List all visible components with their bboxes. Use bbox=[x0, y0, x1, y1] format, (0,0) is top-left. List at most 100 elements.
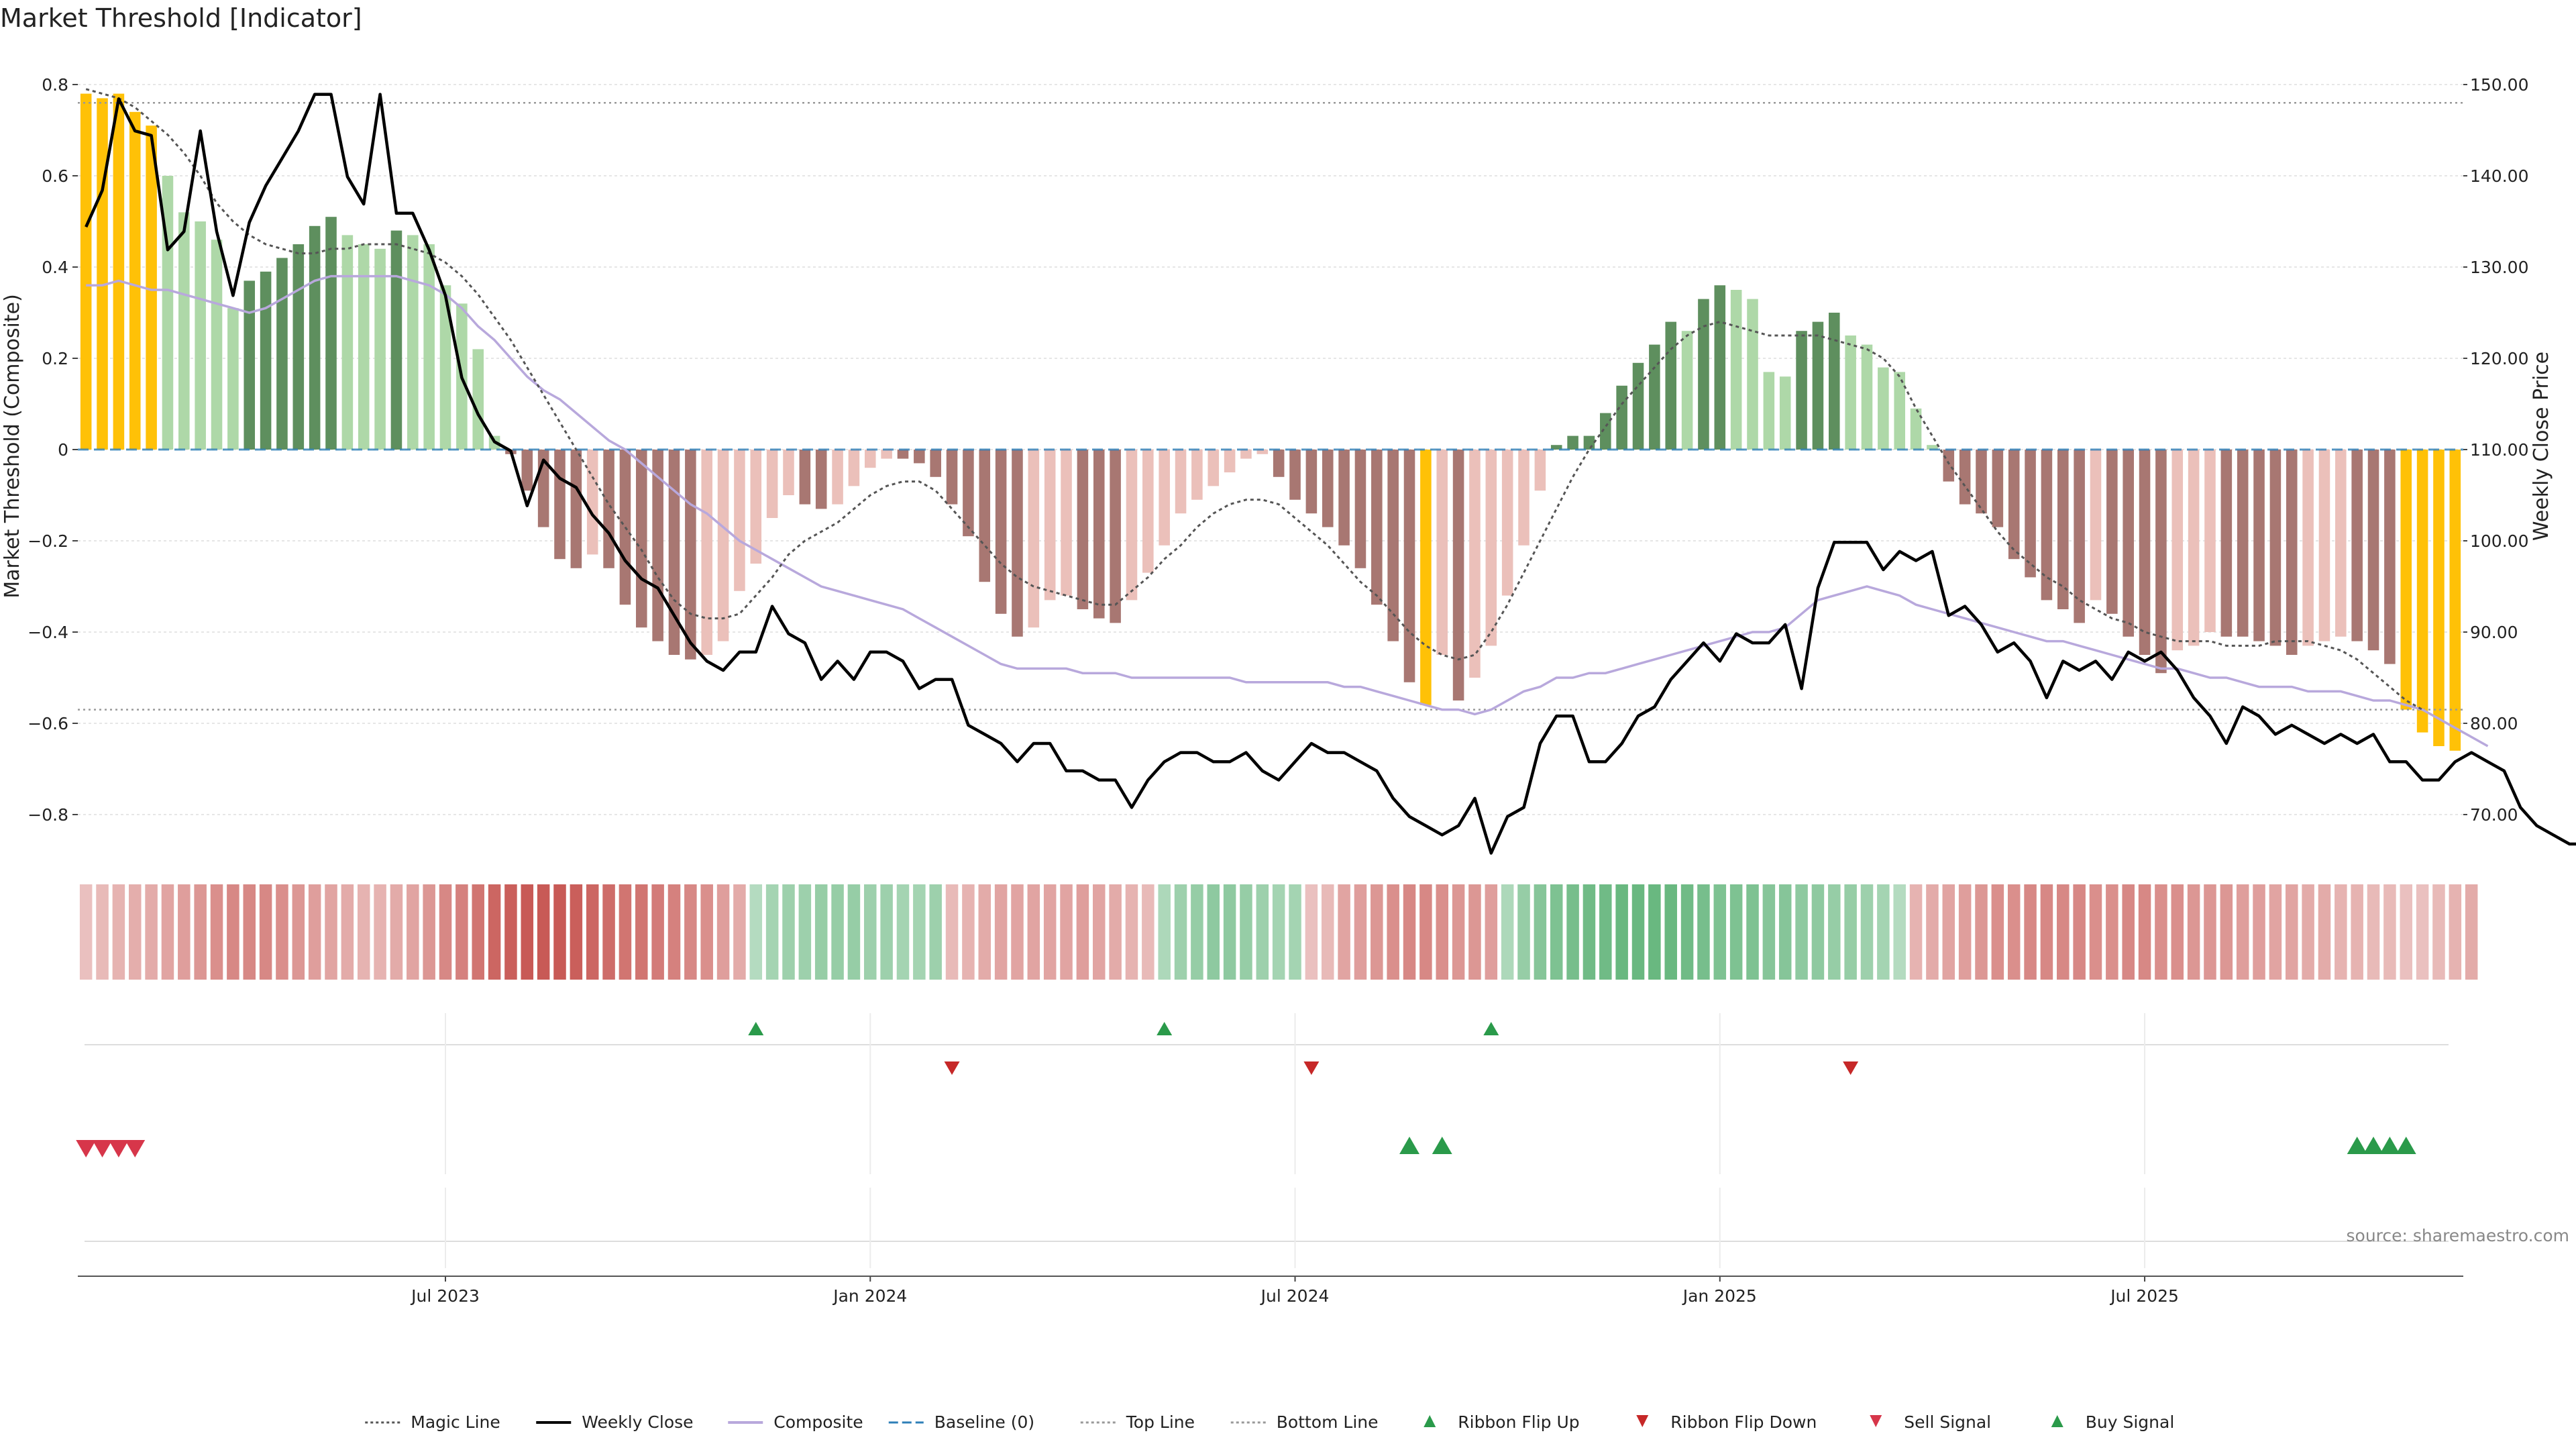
y2-tick-label: 120.00 bbox=[2470, 349, 2528, 368]
ribbon-flip-up-marker bbox=[1157, 1022, 1173, 1035]
threshold-bar bbox=[162, 176, 174, 450]
ribbon-cell bbox=[1795, 884, 1808, 980]
ribbon-cell bbox=[2236, 884, 2249, 980]
threshold-bar bbox=[2416, 450, 2428, 733]
ribbon-cell bbox=[2106, 884, 2118, 980]
weekly-close-line bbox=[85, 93, 2576, 855]
threshold-bar bbox=[1240, 450, 1252, 459]
threshold-bar bbox=[1878, 367, 1889, 450]
ribbon-cell bbox=[1191, 884, 1203, 980]
ribbon-cell bbox=[831, 884, 844, 980]
buy-signal-marker bbox=[2396, 1137, 2416, 1154]
ribbon-cell bbox=[178, 884, 191, 980]
threshold-bar bbox=[1894, 372, 1905, 450]
ribbon-cell bbox=[2155, 884, 2167, 980]
threshold-bar bbox=[178, 212, 190, 450]
ribbon-cell bbox=[1452, 884, 1465, 980]
ribbon-cell bbox=[2204, 884, 2216, 980]
y-tick-label: −0.8 bbox=[28, 805, 68, 825]
ribbon-cell bbox=[1468, 884, 1481, 980]
threshold-bar bbox=[995, 450, 1007, 614]
y2-axis-title: Weekly Close Price bbox=[2530, 352, 2553, 541]
threshold-bar bbox=[2106, 450, 2118, 614]
legend-item: Weekly Close bbox=[536, 1412, 694, 1432]
ribbon-flip-up-marker bbox=[1483, 1022, 1499, 1035]
threshold-bar bbox=[2204, 450, 2216, 632]
threshold-bar bbox=[80, 93, 92, 450]
threshold-bar bbox=[2171, 450, 2184, 651]
legend-item: Ribbon Flip Up bbox=[1424, 1412, 1580, 1432]
threshold-bar bbox=[1436, 450, 1448, 655]
threshold-bar bbox=[2269, 450, 2282, 646]
threshold-bar bbox=[2302, 450, 2314, 646]
threshold-bar bbox=[1256, 450, 1269, 454]
threshold-bar bbox=[2384, 450, 2396, 664]
legend-label: Sell Signal bbox=[1904, 1412, 1991, 1432]
ribbon-cell bbox=[1844, 884, 1857, 980]
ribbon-cell bbox=[765, 884, 779, 980]
threshold-bar bbox=[2188, 450, 2200, 646]
ribbon-cell bbox=[684, 884, 697, 980]
ribbon-cell bbox=[1860, 884, 1874, 980]
ribbon-cell bbox=[651, 884, 664, 980]
threshold-bar bbox=[439, 285, 451, 450]
x-tick-label: Jan 2024 bbox=[832, 1286, 907, 1306]
threshold-bar bbox=[374, 248, 386, 450]
legend-swatch bbox=[1870, 1415, 1882, 1427]
ribbon-cell bbox=[1158, 884, 1171, 980]
x-tick-label: Jan 2025 bbox=[1682, 1286, 1757, 1306]
y-tick-label: 0.4 bbox=[42, 258, 68, 277]
threshold-bar bbox=[1403, 450, 1415, 682]
ribbon-cell bbox=[994, 884, 1008, 980]
ribbon-cell bbox=[2400, 884, 2413, 980]
sell-signal-marker bbox=[125, 1140, 146, 1157]
buy-signal-marker bbox=[1399, 1137, 1419, 1154]
ribbon-cell bbox=[1256, 884, 1269, 980]
ribbon-cell bbox=[2383, 884, 2396, 980]
threshold-bar bbox=[244, 280, 256, 450]
threshold-bar bbox=[636, 450, 647, 628]
ribbon-cell bbox=[2286, 884, 2298, 980]
ribbon-cell bbox=[1338, 884, 1350, 980]
threshold-bar bbox=[292, 244, 305, 450]
line-series bbox=[78, 88, 2576, 855]
ribbon-cell bbox=[864, 884, 877, 980]
threshold-bar bbox=[129, 111, 141, 450]
magic-line bbox=[85, 88, 2423, 711]
threshold-bar bbox=[963, 450, 974, 537]
threshold-bar bbox=[1191, 450, 1203, 500]
threshold-bar bbox=[521, 450, 533, 491]
ribbon-cell bbox=[1615, 884, 1628, 980]
ribbon-cell bbox=[1043, 884, 1057, 980]
ribbon-cell bbox=[227, 884, 239, 980]
threshold-bar bbox=[1224, 450, 1236, 472]
threshold-bar bbox=[2237, 450, 2249, 637]
source-credit: source: sharemaestro.com bbox=[2347, 1226, 2570, 1245]
ribbon-cell bbox=[945, 884, 959, 980]
ribbon-cell bbox=[1109, 884, 1122, 980]
threshold-bar bbox=[1305, 450, 1318, 514]
threshold-bar bbox=[1812, 321, 1824, 450]
threshold-bar bbox=[1583, 435, 1595, 450]
ribbon-cell bbox=[2318, 884, 2331, 980]
ribbon-cell bbox=[880, 884, 893, 980]
threshold-bar bbox=[2057, 450, 2069, 609]
legend-label: Ribbon Flip Up bbox=[1458, 1412, 1579, 1432]
ribbon-cell bbox=[1076, 884, 1089, 980]
threshold-bar bbox=[1077, 450, 1089, 609]
y-tick-label: −0.4 bbox=[28, 623, 68, 642]
ribbon-cell bbox=[2432, 884, 2445, 980]
ribbon-cell bbox=[1582, 884, 1596, 980]
threshold-bar bbox=[1110, 450, 1121, 623]
ribbon-cell bbox=[504, 884, 517, 980]
ribbon-cell bbox=[276, 884, 288, 980]
threshold-bar bbox=[1322, 450, 1334, 527]
legend-label: Weekly Close bbox=[582, 1412, 693, 1432]
threshold-bar bbox=[2449, 450, 2461, 751]
ribbon-cell bbox=[1729, 884, 1743, 980]
threshold-bar bbox=[1159, 450, 1170, 546]
threshold-bar bbox=[227, 308, 239, 450]
chart-title: Market Threshold [Indicator] bbox=[0, 3, 362, 33]
